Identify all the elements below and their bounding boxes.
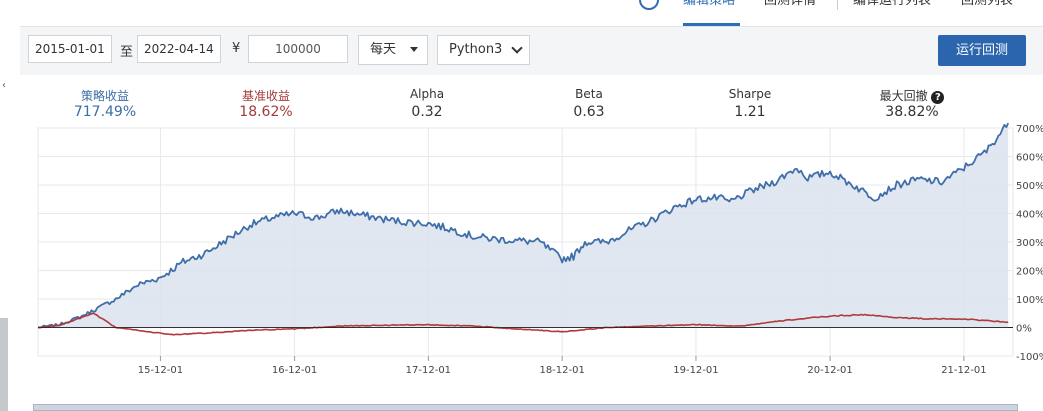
end-date-input[interactable]: 2022-04-14 (137, 35, 221, 63)
series-line-strategy (37, 122, 1010, 329)
y-tick-label: 100% (1016, 295, 1043, 306)
tab-backtest-details[interactable]: 回测详情 (764, 0, 817, 8)
stat-label: Sharpe (728, 87, 772, 101)
y-tick-label: 400% (1016, 210, 1043, 221)
x-tick-label: 19-12-01 (673, 365, 718, 376)
backtest-controls: 2015-01-01 至 2022-04-14 ¥ 100000 每天 Pyth… (20, 27, 1043, 75)
stat-alpha: Alpha 0.32 (357, 87, 497, 120)
y-tick-label: 700% (1016, 124, 1043, 135)
y-tick-label: 0% (1016, 324, 1032, 335)
x-tick-label: 20-12-01 (807, 365, 852, 376)
tab-compile-run-list[interactable]: 编译运行列表 (853, 0, 932, 8)
x-tick-label: 17-12-01 (406, 365, 451, 376)
x-tick-label: 16-12-01 (272, 365, 317, 376)
currency-symbol: ¥ (232, 41, 241, 56)
tab-edit-strategy[interactable]: 编辑策略 (683, 0, 736, 8)
left-scrollbar[interactable] (0, 318, 8, 411)
stat-beta: Beta 0.63 (519, 87, 659, 120)
chart-range-navigator[interactable] (33, 404, 1018, 411)
stat-value: 1.21 (734, 104, 766, 120)
returns-chart: -100% 0% 100% 200% 300% 400% 500% 600% 700% 15-12… (37, 122, 1043, 376)
caret-down-icon (410, 47, 418, 52)
stat-label: 基准收益 (241, 89, 290, 103)
stat-label: Alpha (409, 87, 445, 101)
chevron-down-icon (511, 42, 523, 54)
x-tick-label: 15-12-01 (138, 365, 183, 376)
question-circle-icon[interactable]: ? (931, 91, 945, 104)
series-area-strategy (38, 123, 1009, 328)
date-range-separator: 至 (120, 45, 134, 60)
stat-value: 38.82% (885, 104, 939, 120)
stat-benchmark-return: 基准收益 18.62% (196, 87, 336, 120)
tab-backtest-list[interactable]: 回测列表 (961, 0, 1014, 8)
y-tick-label: 300% (1016, 238, 1043, 249)
stat-strategy-return: 策略收益 717.49% (35, 87, 175, 120)
clock-icon (639, 0, 659, 10)
x-tick-label: 18-12-01 (539, 365, 584, 376)
collapse-caret-icon[interactable]: ‹ (2, 80, 6, 91)
capital-input[interactable]: 100000 (248, 35, 348, 63)
stat-value: 0.63 (573, 104, 605, 120)
left-panel-strip: ‹ (0, 0, 21, 411)
stat-label: Beta (575, 87, 603, 101)
tab-separator (837, 0, 838, 10)
y-tick-label: 600% (1016, 153, 1043, 164)
y-tick-label: 200% (1016, 267, 1043, 278)
stat-label: 最大回撤 ? (842, 87, 982, 104)
active-tab-indicator (683, 23, 740, 26)
stat-sharpe: Sharpe 1.21 (680, 87, 820, 120)
stat-value: 0.32 (411, 104, 443, 120)
language-select[interactable]: Python3 (437, 35, 530, 65)
top-navigation: 编辑策略 回测详情 编译运行列表 回测列表 (20, 0, 1043, 27)
stat-value: 18.62% (239, 104, 293, 120)
stat-label: 策略收益 (80, 89, 129, 103)
frequency-select[interactable]: 每天 (358, 35, 428, 65)
stat-value: 717.49% (73, 104, 137, 120)
run-backtest-button[interactable]: 运行回测 (938, 35, 1026, 66)
x-tick-label: 21-12-01 (941, 365, 986, 376)
y-tick-label: -100% (1016, 352, 1043, 363)
series-line-benchmark (37, 312, 1009, 336)
stat-max-drawdown: 最大回撤 ? 38.82% (842, 87, 982, 120)
stat-label-text: 最大回撤 (879, 89, 928, 103)
frequency-value: 每天 (370, 42, 397, 57)
language-value: Python3 (449, 42, 503, 57)
start-date-input[interactable]: 2015-01-01 (28, 35, 112, 63)
y-tick-label: 500% (1016, 181, 1043, 192)
